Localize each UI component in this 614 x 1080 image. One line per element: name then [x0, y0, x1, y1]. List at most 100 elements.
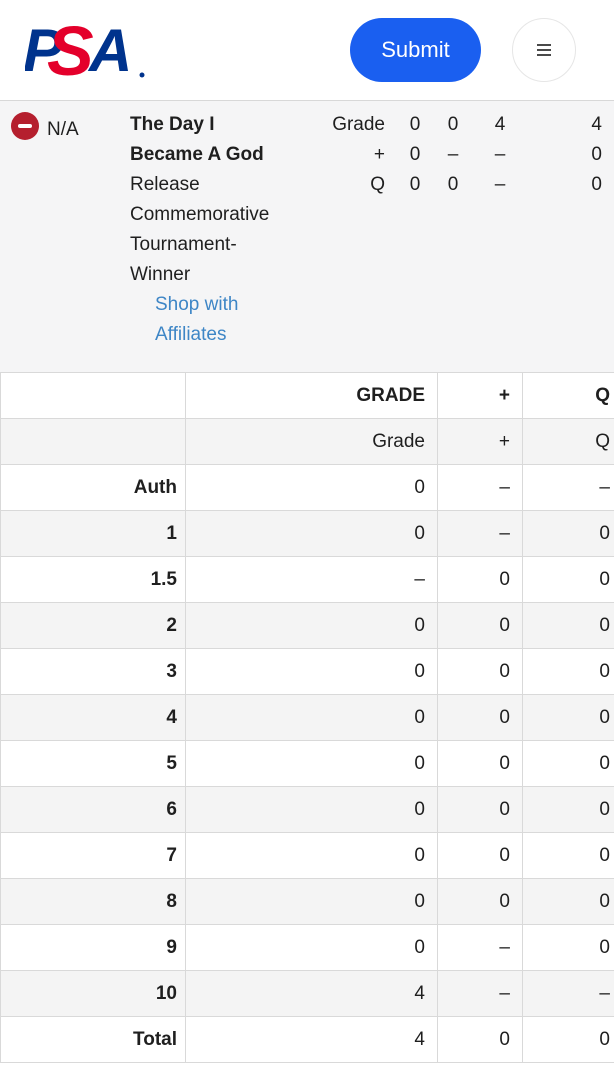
row-grade-label: 9 — [0, 924, 186, 971]
card-status: N/A — [47, 119, 79, 140]
cell-q: 0 — [522, 510, 614, 557]
cell-grade: 4 — [185, 970, 438, 1017]
cell-q: 0 — [522, 832, 614, 879]
pop-table-corner-cell — [0, 372, 186, 419]
cell-grade: 0 — [185, 832, 438, 879]
row-grade-label: 7 — [0, 832, 186, 879]
shop-affiliates-link[interactable]: Shop with Affiliates — [155, 294, 239, 345]
logo-letter-a: A — [87, 19, 132, 81]
table-row: 3 0 0 0 — [0, 648, 614, 695]
submit-button[interactable]: Submit — [350, 18, 481, 82]
row-grade-label: 4 — [0, 694, 186, 741]
pop-report-card: N/A The Day I Became A God Release Comme… — [0, 101, 614, 372]
pop-table-corner-cell — [0, 418, 186, 465]
summary-total: 0 — [591, 174, 602, 195]
summary-value: 0 — [409, 114, 421, 135]
table-row: Auth 0 – – — [0, 464, 614, 511]
cell-q: 0 — [522, 878, 614, 925]
summary-value: – — [494, 144, 506, 165]
menu-button[interactable] — [512, 18, 576, 82]
summary-value: 0 — [409, 144, 421, 165]
cell-plus: 0 — [437, 832, 523, 879]
row-grade-label: 5 — [0, 740, 186, 787]
hamburger-icon — [537, 44, 551, 56]
cell-grade: – — [185, 556, 438, 603]
row-grade-label: 1 — [0, 510, 186, 557]
cell-plus: 0 — [437, 556, 523, 603]
table-row: 1 0 – 0 — [0, 510, 614, 557]
cell-grade: 0 — [185, 786, 438, 833]
table-row: Total 4 0 0 — [0, 1016, 614, 1063]
pop-table-subheader-q: Q — [522, 418, 614, 465]
summary-row: Grade 0 0 4 4 — [300, 110, 602, 140]
card-title-rest: Release Commemorative Tournament-Winner — [130, 174, 270, 285]
pop-table-subheader-grade: Grade — [185, 418, 438, 465]
summary-value: – — [494, 174, 506, 195]
table-row: 7 0 0 0 — [0, 832, 614, 879]
logo-letter-p: P — [25, 19, 64, 81]
psa-logo[interactable]: P A S — [23, 12, 147, 90]
pop-table-subheader-row: Grade + Q — [0, 418, 614, 465]
summary-row: Q 0 0 – 0 — [300, 170, 602, 200]
row-grade-label: 8 — [0, 878, 186, 925]
row-grade-label: 6 — [0, 786, 186, 833]
cell-plus: 0 — [437, 786, 523, 833]
summary-label: Q — [370, 174, 385, 195]
cell-grade: 0 — [185, 878, 438, 925]
pop-table-header-plus: + — [437, 372, 523, 419]
summary-row: + 0 – – 0 — [300, 140, 602, 170]
cell-grade: 0 — [185, 924, 438, 971]
cell-grade: 0 — [185, 740, 438, 787]
minus-circle-icon[interactable] — [11, 112, 39, 140]
row-grade-label: Total — [0, 1016, 186, 1063]
cell-q: 0 — [522, 602, 614, 649]
table-row: 10 4 – – — [0, 970, 614, 1017]
cell-q: – — [522, 970, 614, 1017]
card-title: The Day I Became A God Release Commemora… — [130, 110, 280, 350]
row-grade-label: 2 — [0, 602, 186, 649]
summary-value: – — [447, 144, 459, 165]
summary-value: 4 — [494, 114, 506, 135]
table-row: 2 0 0 0 — [0, 602, 614, 649]
cell-plus: 0 — [437, 648, 523, 695]
cell-q: 0 — [522, 924, 614, 971]
table-row: 4 0 0 0 — [0, 694, 614, 741]
cell-plus: 0 — [437, 740, 523, 787]
cell-q: 0 — [522, 694, 614, 741]
psa-logo-graphic: P A S — [23, 12, 145, 90]
pop-table-header-grade: GRADE — [185, 372, 438, 419]
cell-plus: 0 — [437, 694, 523, 741]
cell-plus: – — [437, 924, 523, 971]
cell-grade: 4 — [185, 1016, 438, 1063]
cell-plus: 0 — [437, 602, 523, 649]
table-row: 1.5 – 0 0 — [0, 556, 614, 603]
pop-table-header-q: Q — [522, 372, 614, 419]
cell-plus: 0 — [437, 1016, 523, 1063]
cell-grade: 0 — [185, 694, 438, 741]
summary-label: + — [373, 144, 385, 165]
pop-table-header-row: GRADE + Q — [0, 372, 614, 419]
table-row: 9 0 – 0 — [0, 924, 614, 971]
table-row: 6 0 0 0 — [0, 786, 614, 833]
row-grade-label: Auth — [0, 464, 186, 511]
row-grade-label: 3 — [0, 648, 186, 695]
cell-grade: 0 — [185, 510, 438, 557]
cell-grade: 0 — [185, 648, 438, 695]
cell-plus: – — [437, 970, 523, 1017]
pop-table: GRADE + Q Grade + Q Auth 0 – – 1 0 – 0 1… — [0, 372, 614, 1063]
table-row: 8 0 0 0 — [0, 878, 614, 925]
summary-total: 0 — [591, 144, 602, 165]
pop-table-wrap: GRADE + Q Grade + Q Auth 0 – – 1 0 – 0 1… — [0, 372, 614, 1063]
row-grade-label: 1.5 — [0, 556, 186, 603]
summary-total: 4 — [591, 114, 602, 135]
summary-value: 0 — [447, 174, 459, 195]
summary-label: Grade — [332, 114, 385, 135]
top-header: P A S Submit — [0, 0, 614, 101]
pop-table-body: Auth 0 – – 1 0 – 0 1.5 – 0 0 2 0 0 0 3 0… — [0, 464, 614, 1063]
cell-q: 0 — [522, 740, 614, 787]
cell-q: 0 — [522, 556, 614, 603]
cell-grade: 0 — [185, 464, 438, 511]
cell-q: 0 — [522, 786, 614, 833]
cell-plus: 0 — [437, 878, 523, 925]
table-row: 5 0 0 0 — [0, 740, 614, 787]
